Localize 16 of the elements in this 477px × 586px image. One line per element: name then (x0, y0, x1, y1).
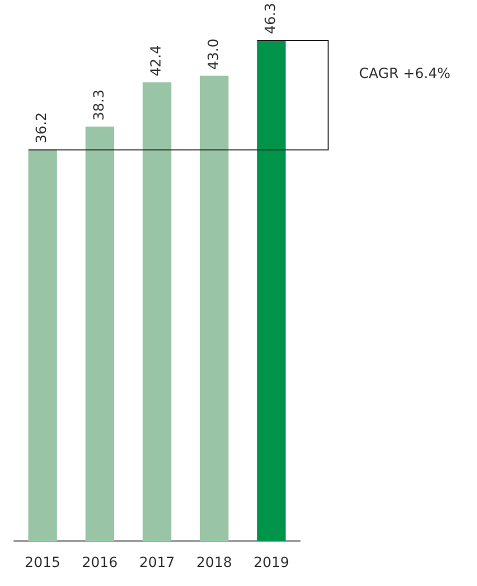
x-tick-label: 2017 (139, 555, 175, 572)
data-label: 43.0 (206, 38, 222, 70)
bar (200, 76, 228, 542)
bar (257, 40, 286, 542)
data-label: 42.4 (148, 45, 165, 76)
x-tick-label: 2019 (254, 555, 290, 572)
text: CAGR +6.4% (359, 66, 450, 82)
data-label: 38.3 (91, 89, 108, 121)
bar (28, 149, 57, 542)
x-tick-label: 2015 (24, 555, 60, 572)
bar (142, 82, 172, 542)
bar (86, 126, 114, 542)
x-tick-label: 2018 (196, 555, 232, 572)
x-tick-label: 2016 (82, 555, 118, 572)
data-label: 36.2 (34, 112, 50, 144)
data-label: 46.3 (263, 2, 280, 34)
